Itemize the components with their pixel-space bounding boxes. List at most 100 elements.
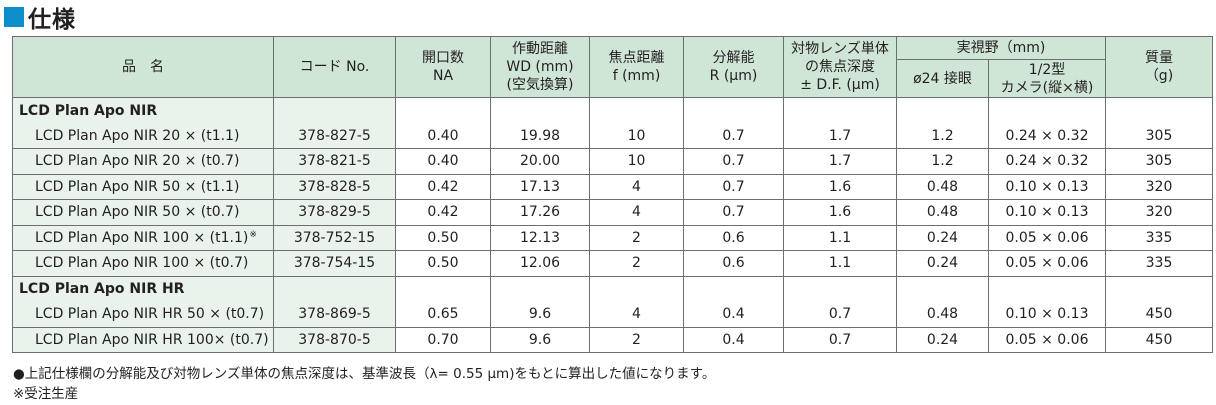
product-code: 378-829-5: [273, 199, 396, 226]
made-to-order-mark: ※: [249, 229, 257, 240]
group-empty-cell: [683, 275, 784, 302]
product-name: LCD Plan Apo NIR 50 × (t0.7): [12, 199, 274, 226]
cell-na: 0.70: [395, 326, 491, 353]
cell-fov2: 0.10 × 0.13: [988, 199, 1106, 226]
group-header-row: LCD Plan Apo NIR: [12, 97, 1213, 123]
cell-fov1: 0.24: [896, 326, 989, 353]
cell-na: 0.42: [395, 199, 491, 226]
cell-mass: 335: [1105, 250, 1213, 277]
header-fov-camera: 1/2型 カメラ(縦×横): [988, 59, 1106, 98]
cell-fov2: 0.10 × 0.13: [988, 301, 1106, 328]
cell-df: 1.7: [783, 123, 897, 149]
cell-na: 0.42: [395, 173, 491, 200]
cell-wd: 20.00: [490, 148, 590, 175]
header-na: 開口数 NA: [395, 36, 491, 98]
group-empty-cell: [988, 275, 1106, 302]
cell-fov1: 0.48: [896, 199, 989, 226]
cell-r: 0.4: [683, 326, 784, 353]
cell-fov2: 0.24 × 0.32: [988, 123, 1106, 149]
section-title: 仕様: [4, 2, 76, 33]
cell-mass: 450: [1105, 301, 1213, 328]
cell-df: 1.6: [783, 173, 897, 200]
group-empty-cell: [896, 275, 989, 302]
cell-df: 1.1: [783, 250, 897, 277]
header-r: 分解能 R (μm): [683, 36, 784, 98]
cell-f: 2: [589, 326, 684, 353]
cell-r: 0.7: [683, 123, 784, 149]
group-empty-cell: [395, 275, 491, 302]
cell-mass: 320: [1105, 173, 1213, 200]
cell-fov1: 0.48: [896, 173, 989, 200]
header-mass: 質量 （g): [1105, 36, 1213, 98]
header-f: 焦点距離 f (mm): [589, 36, 684, 98]
cell-mass: 305: [1105, 148, 1213, 175]
group-empty-cell: [490, 97, 590, 123]
cell-mass: 450: [1105, 326, 1213, 353]
cell-df: 1.7: [783, 148, 897, 175]
cell-fov1: 0.24: [896, 250, 989, 277]
cell-fov1: 1.2: [896, 123, 989, 149]
cell-r: 0.6: [683, 250, 784, 277]
product-code: 378-821-5: [273, 148, 396, 175]
cell-wd: 9.6: [490, 326, 590, 353]
cell-f: 2: [589, 224, 684, 251]
product-name-text: LCD Plan Apo NIR 20 × (t0.7): [35, 153, 240, 170]
product-code: 378-869-5: [273, 301, 396, 328]
product-code: 378-827-5: [273, 123, 396, 149]
group-header-row: LCD Plan Apo NIR HR: [12, 275, 1213, 302]
group-name: LCD Plan Apo NIR: [12, 97, 274, 123]
product-name-text: LCD Plan Apo NIR 100 × (t0.7): [35, 255, 249, 272]
product-name: LCD Plan Apo NIR 50 × (t1.1): [12, 173, 274, 200]
product-name: LCD Plan Apo NIR 20 × (t0.7): [12, 148, 274, 175]
group-empty-cell: [395, 97, 491, 123]
spec-table: 品 名 コード No. 開口数 NA 作動距離 WD (mm) (空気換算) 焦点距離…: [12, 36, 1213, 353]
cell-mass: 320: [1105, 199, 1213, 226]
cell-wd: 17.13: [490, 173, 590, 200]
header-df: 対物レンズ単体 の焦点深度 ± D.F. (μm): [783, 36, 897, 98]
product-code: 378-752-15: [273, 224, 396, 251]
title-square-icon: [4, 7, 24, 27]
cell-r: 0.4: [683, 301, 784, 328]
group-empty-cell: [683, 97, 784, 123]
cell-r: 0.7: [683, 148, 784, 175]
cell-wd: 12.13: [490, 224, 590, 251]
product-name-text: LCD Plan Apo NIR HR 50 × (t0.7): [35, 306, 265, 322]
table-row: LCD Plan Apo NIR 20 × (t0.7) 378-821-5 0.4…: [12, 148, 1213, 175]
cell-na: 0.50: [395, 250, 491, 277]
group-empty-cell: [1105, 97, 1213, 123]
table-row: LCD Plan Apo NIR 50 × (t0.7) 378-829-5 0.4…: [12, 199, 1213, 226]
cell-df: 0.7: [783, 326, 897, 353]
cell-f: 4: [589, 301, 684, 328]
header-wd: 作動距離 WD (mm) (空気換算): [490, 36, 590, 98]
cell-f: 2: [589, 250, 684, 277]
product-name: LCD Plan Apo NIR 20 × (t1.1): [12, 123, 274, 149]
group-empty-cell: [988, 97, 1106, 123]
cell-f: 10: [589, 148, 684, 175]
cell-fov1: 1.2: [896, 148, 989, 175]
group-empty-cell: [783, 275, 897, 302]
cell-f: 4: [589, 173, 684, 200]
cell-df: 1.1: [783, 224, 897, 251]
group-empty-cell: [589, 275, 684, 302]
cell-r: 0.7: [683, 199, 784, 226]
cell-mass: 305: [1105, 123, 1213, 149]
cell-na: 0.50: [395, 224, 491, 251]
cell-wd: 17.26: [490, 199, 590, 226]
table-row: LCD Plan Apo NIR 20 × (t1.1) 378-827-5 0.4…: [12, 123, 1213, 149]
cell-fov2: 0.10 × 0.13: [988, 173, 1106, 200]
product-name-text: LCD Plan Apo NIR 50 × (t1.1): [35, 178, 240, 195]
cell-wd: 19.98: [490, 123, 590, 149]
product-name: LCD Plan Apo NIR 100 × (t1.1)※: [12, 224, 274, 251]
product-name-text: LCD Plan Apo NIR 50 × (t0.7): [35, 204, 240, 221]
product-code: 378-754-15: [273, 250, 396, 277]
cell-fov2: 0.05 × 0.06: [988, 224, 1106, 251]
cell-fov2: 0.05 × 0.06: [988, 250, 1106, 277]
cell-fov2: 0.05 × 0.06: [988, 326, 1106, 353]
cell-fov2: 0.24 × 0.32: [988, 148, 1106, 175]
cell-fov1: 0.24: [896, 224, 989, 251]
group-code-spacer: [273, 97, 396, 123]
cell-fov1: 0.48: [896, 301, 989, 328]
footnote-wavelength: ●上記仕様欄の分解能及び対物レンズ単体の焦点深度は、基準波長（λ= 0.55 μ…: [13, 366, 716, 382]
title-text: 仕様: [28, 7, 76, 33]
cell-f: 10: [589, 123, 684, 149]
